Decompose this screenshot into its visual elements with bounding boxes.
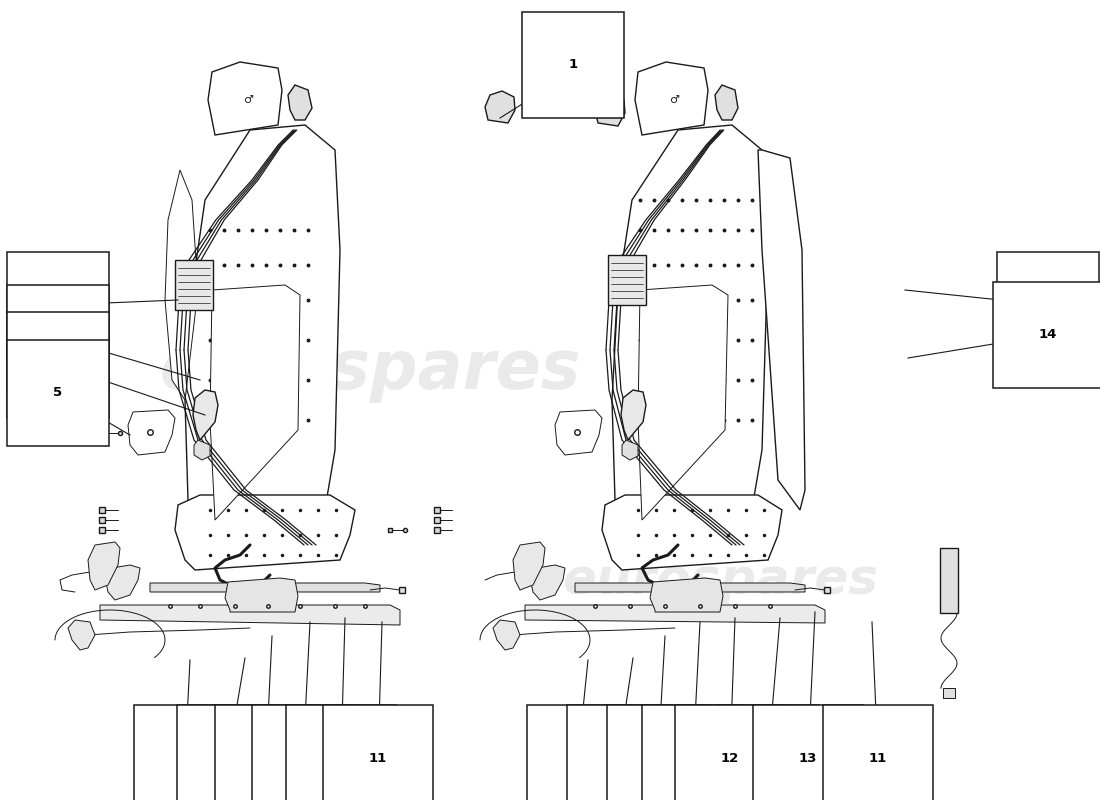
Polygon shape [638, 285, 728, 520]
Polygon shape [513, 542, 544, 590]
Text: 8: 8 [653, 751, 662, 765]
Text: 12: 12 [720, 751, 739, 765]
Polygon shape [192, 390, 218, 440]
Polygon shape [485, 91, 515, 123]
Polygon shape [525, 605, 825, 623]
Polygon shape [544, 84, 575, 116]
Polygon shape [940, 548, 958, 613]
Polygon shape [635, 62, 708, 135]
Polygon shape [88, 542, 120, 590]
Text: 8: 8 [262, 751, 271, 765]
Text: 6: 6 [180, 751, 189, 765]
Polygon shape [530, 565, 565, 600]
Polygon shape [208, 62, 282, 135]
Polygon shape [185, 125, 340, 560]
Polygon shape [602, 495, 782, 570]
Text: 9: 9 [298, 751, 308, 765]
Text: 7: 7 [223, 751, 232, 765]
Text: 11: 11 [368, 751, 387, 765]
Polygon shape [128, 410, 175, 455]
Polygon shape [165, 170, 198, 400]
Polygon shape [210, 285, 300, 520]
Polygon shape [556, 410, 602, 455]
Polygon shape [104, 565, 140, 600]
Text: 2: 2 [1044, 298, 1053, 311]
Text: 5: 5 [54, 386, 63, 399]
Text: 9: 9 [689, 751, 697, 765]
Text: 7: 7 [573, 751, 583, 765]
Text: 13: 13 [799, 751, 817, 765]
Text: 14: 14 [1038, 329, 1057, 342]
Polygon shape [621, 390, 646, 440]
Polygon shape [575, 583, 805, 592]
Text: 6: 6 [614, 751, 623, 765]
Text: eurospares: eurospares [160, 337, 581, 403]
Polygon shape [715, 85, 738, 120]
Polygon shape [650, 578, 723, 612]
Polygon shape [226, 578, 298, 612]
Text: 11: 11 [869, 751, 887, 765]
Polygon shape [943, 688, 955, 698]
Text: 4: 4 [54, 358, 63, 371]
Text: 5: 5 [763, 751, 772, 765]
Polygon shape [493, 620, 520, 650]
Polygon shape [175, 495, 355, 570]
Polygon shape [758, 150, 805, 510]
Polygon shape [595, 94, 625, 126]
Text: eurospares: eurospares [562, 556, 878, 604]
Polygon shape [150, 583, 380, 592]
Polygon shape [68, 620, 95, 650]
Polygon shape [194, 440, 210, 460]
Text: ♂: ♂ [669, 95, 679, 105]
Polygon shape [608, 255, 646, 305]
Text: 3: 3 [54, 331, 63, 345]
Polygon shape [288, 85, 312, 120]
Polygon shape [175, 260, 213, 310]
Text: 10: 10 [332, 751, 350, 765]
Polygon shape [100, 605, 400, 625]
Text: ♂: ♂ [243, 95, 253, 105]
Text: 1: 1 [569, 58, 578, 71]
Polygon shape [612, 125, 768, 560]
Polygon shape [621, 440, 638, 460]
Text: 2: 2 [54, 298, 63, 311]
